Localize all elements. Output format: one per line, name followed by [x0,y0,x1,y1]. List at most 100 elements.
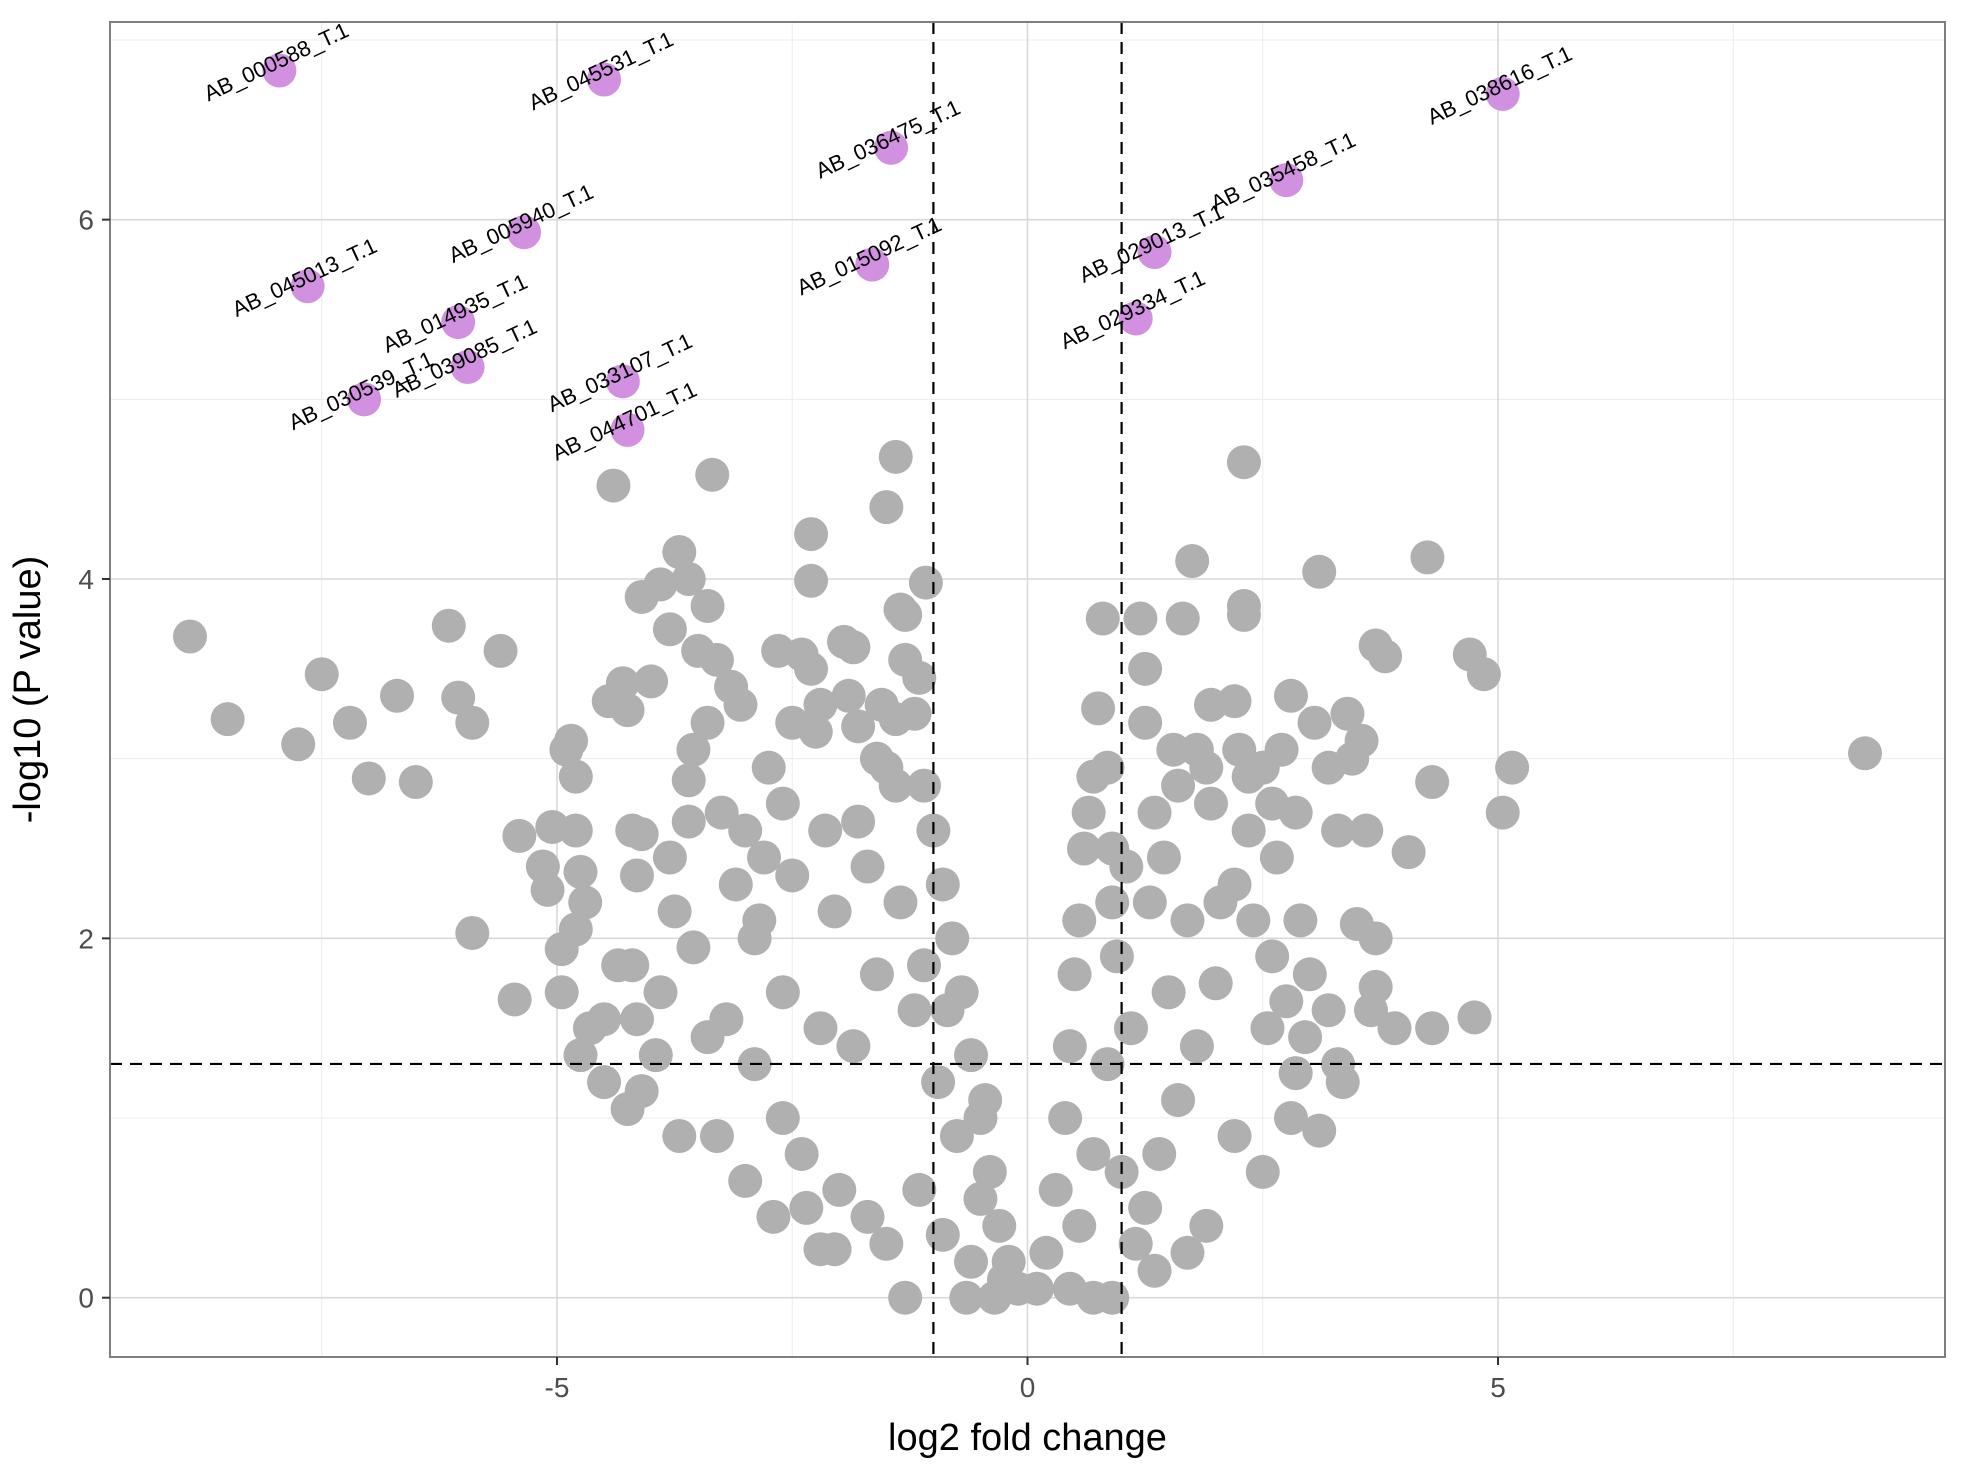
data-point [676,930,711,965]
data-point [888,1280,923,1315]
data-point [1062,1208,1097,1243]
data-point [690,1020,725,1055]
data-point [1391,835,1426,870]
x-tick-label: -5 [545,1372,570,1403]
data-point [1264,732,1299,767]
data-point [643,567,678,602]
data-point [859,957,894,992]
data-point [1269,984,1304,1019]
data-point [596,468,631,503]
data-point [784,1136,819,1171]
significant-point [441,305,476,340]
x-axis-title: log2 fold change [888,1417,1167,1459]
data-point [638,1038,673,1073]
data-point [587,1002,622,1037]
data-point [1128,651,1163,686]
data-point [483,633,518,668]
data-point [1203,885,1238,920]
data-point [662,535,697,570]
data-point [1311,993,1346,1028]
data-point [671,804,706,839]
data-point [897,696,932,731]
data-point [831,678,866,713]
data-point [634,664,669,699]
significant-point [290,269,325,304]
data-point [332,705,367,740]
significant-point [347,382,382,417]
y-axis-title: -log10 (P value) [7,556,49,824]
data-point [699,642,734,677]
data-point [699,1118,734,1153]
data-point [1358,969,1393,1004]
data-point [1226,445,1261,480]
data-point [939,1118,974,1153]
data-point [1415,1011,1450,1046]
data-point [1090,750,1125,785]
data-point [1198,966,1233,1001]
data-point [1095,1280,1130,1315]
data-point [836,630,871,665]
data-point [530,872,565,907]
data-point [652,612,687,647]
data-point [1146,840,1181,875]
data-point [601,948,636,983]
data-point [657,894,692,929]
data-point [351,761,386,796]
data-point [1222,732,1257,767]
data-point [954,1038,989,1073]
data-point [728,1163,763,1198]
data-point [624,817,659,852]
data-point [1259,840,1294,875]
data-point [1142,1136,1177,1171]
data-point [1137,1253,1172,1288]
data-point [610,693,645,728]
data-point [554,723,589,758]
data-point [558,813,593,848]
data-point [878,768,913,803]
data-point [690,588,725,623]
data-point [455,705,490,740]
data-point [794,517,829,552]
y-tick-label: 4 [78,564,94,595]
data-point [652,840,687,875]
data-points [172,53,1883,1315]
data-point [1095,885,1130,920]
data-point [1170,903,1205,938]
data-point [704,795,739,830]
data-point [925,1217,960,1252]
data-point [1495,750,1530,785]
data-point [1189,750,1224,785]
data-point [751,750,786,785]
data-point [210,702,245,737]
data-point [1321,813,1356,848]
data-point [747,840,782,875]
data-point [902,660,937,695]
data-point [1297,705,1332,740]
data-point [1273,678,1308,713]
data-point [1485,795,1520,830]
data-point [1339,906,1374,941]
significant-point [1137,234,1172,269]
data-point [558,912,593,947]
data-point [1128,705,1163,740]
data-point [836,1029,871,1064]
data-point [676,732,711,767]
data-point [921,1065,956,1100]
data-point [756,1199,791,1234]
data-point [930,993,965,1028]
data-point [1217,684,1252,719]
data-point [1466,657,1501,692]
data-point [1179,1029,1214,1064]
data-point [1076,1136,1111,1171]
data-point [1161,768,1196,803]
data-point [1368,639,1403,674]
y-tick-label: 6 [78,205,94,236]
significant-point [855,247,890,282]
data-point [803,1232,838,1267]
y-tick-label: 2 [78,923,94,954]
data-point [690,705,725,740]
data-point [841,709,876,744]
data-point [1273,1101,1308,1136]
data-point [624,1074,659,1109]
